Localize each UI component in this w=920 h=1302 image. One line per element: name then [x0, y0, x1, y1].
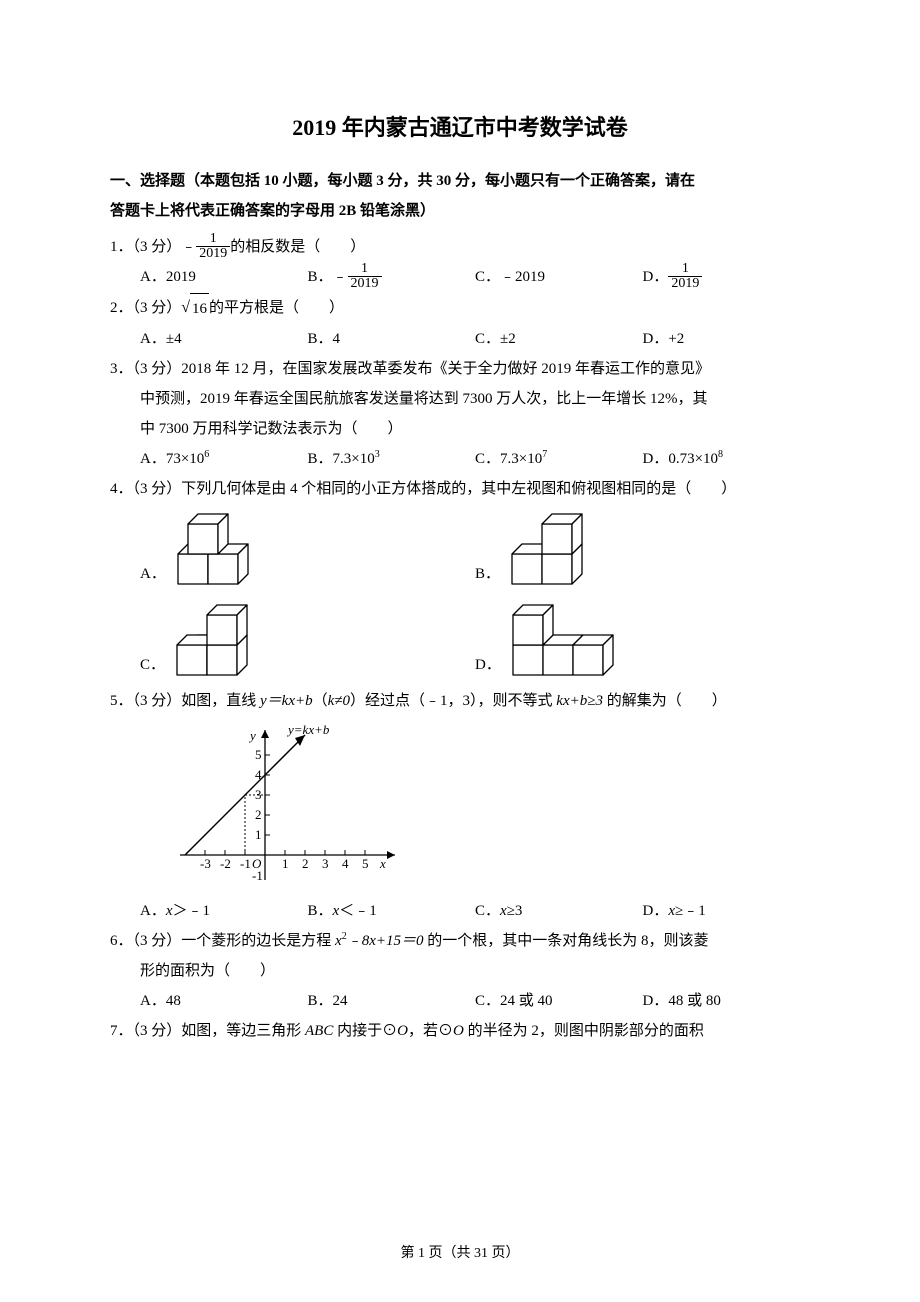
- svg-text:O: O: [252, 856, 262, 871]
- q3-l1: 3．（3 分）2018 年 12 月，在国家发展改革委发布《关于全力做好 201…: [110, 354, 810, 384]
- q1-opt-b: B．﹣12019: [308, 262, 476, 292]
- q6-opt-d: D．48 或 80: [643, 986, 811, 1016]
- q5-graph: -3 -2 -1 1 2 3 4 5 -1 1 2 3 4 5 O x: [110, 720, 810, 890]
- q1-opt-c: C．﹣2019: [475, 262, 643, 292]
- svg-text:2: 2: [302, 856, 309, 871]
- q4-stem: 4．（3 分）下列几何体是由 4 个相同的小正方体搭成的，其中左视图和俯视图相同…: [110, 474, 810, 504]
- q4-fig-a: A．: [140, 504, 475, 589]
- q7-l1: 7．（3 分）如图，等边三角形 ABC 内接于⊙O，若⊙O 的半径为 2，则图中…: [110, 1016, 810, 1046]
- q5-opt-c: C．x≥3: [475, 896, 643, 926]
- q3-options: A．73×106 B．7.3×103 C．7.3×107 D．0.73×108: [110, 444, 810, 474]
- svg-text:4: 4: [342, 856, 349, 871]
- q1-stem: 1．（3 分）﹣12019的相反数是（ ）: [110, 232, 810, 262]
- svg-text:y: y: [248, 728, 256, 743]
- page-title: 2019 年内蒙古通辽市中考数学试卷: [110, 110, 810, 142]
- question-6: 6．（3 分）一个菱形的边长是方程 x2﹣8x+15＝0 的一个根，其中一条对角…: [110, 926, 810, 1016]
- q3-opt-d: D．0.73×108: [643, 444, 811, 474]
- cube-a-icon: [170, 504, 270, 589]
- question-2: 2．（3 分）16的平方根是（ ） A．±4 B．4 C．±2 D．+2: [110, 292, 810, 354]
- svg-text:-2: -2: [220, 856, 231, 871]
- q4-fig-d: D．: [475, 595, 810, 680]
- q6-opt-c: C．24 或 40: [475, 986, 643, 1016]
- q2-opt-a: A．±4: [140, 324, 308, 354]
- q4-figures: A．: [110, 504, 810, 686]
- q1-opt-d: D．12019: [643, 262, 811, 292]
- page-footer: 第 1 页（共 31 页）: [0, 1242, 920, 1262]
- svg-text:y=kx+b: y=kx+b: [286, 722, 330, 737]
- q3-l2: 中预测，2019 年春运全国民航旅客发送量将达到 7300 万人次，比上一年增长…: [110, 384, 810, 414]
- q2-options: A．±4 B．4 C．±2 D．+2: [110, 324, 810, 354]
- q4-fig-c: C．: [140, 595, 475, 680]
- section-head-l1: 一、选择题（本题包括 10 小题，每小题 3 分，共 30 分，每小题只有一个正…: [110, 173, 695, 189]
- svg-text:5: 5: [362, 856, 369, 871]
- cube-c-icon: [169, 595, 269, 680]
- q5-options: A．x＞﹣1 B．x＜﹣1 C．x≥3 D．x≥﹣1: [110, 896, 810, 926]
- svg-text:1: 1: [255, 827, 262, 842]
- q6-options: A．48 B．24 C．24 或 40 D．48 或 80: [110, 986, 810, 1016]
- question-4: 4．（3 分）下列几何体是由 4 个相同的小正方体搭成的，其中左视图和俯视图相同…: [110, 474, 810, 686]
- sqrt-icon: 16: [181, 292, 209, 324]
- line-graph-icon: -3 -2 -1 1 2 3 4 5 -1 1 2 3 4 5 O x: [170, 720, 410, 890]
- q6-opt-b: B．24: [308, 986, 476, 1016]
- q3-opt-b: B．7.3×103: [308, 444, 476, 474]
- svg-text:5: 5: [255, 747, 262, 762]
- svg-text:x: x: [379, 856, 386, 871]
- svg-text:1: 1: [282, 856, 289, 871]
- q1-options: A．2019 B．﹣12019 C．﹣2019 D．12019: [110, 262, 810, 292]
- q5-opt-a: A．x＞﹣1: [140, 896, 308, 926]
- q3-opt-c: C．7.3×107: [475, 444, 643, 474]
- q2-stem: 2．（3 分）16的平方根是（ ）: [110, 292, 810, 324]
- q2-opt-b: B．4: [308, 324, 476, 354]
- q1-pre: 1．（3 分）﹣: [110, 239, 196, 255]
- q1-post: 的相反数是（ ）: [230, 239, 365, 255]
- q6-l1: 6．（3 分）一个菱形的边长是方程 x2﹣8x+15＝0 的一个根，其中一条对角…: [110, 926, 810, 956]
- q3-opt-a: A．73×106: [140, 444, 308, 474]
- q6-l2: 形的面积为（ ）: [110, 956, 810, 986]
- q6-opt-a: A．48: [140, 986, 308, 1016]
- exam-page: 2019 年内蒙古通辽市中考数学试卷 一、选择题（本题包括 10 小题，每小题 …: [0, 0, 920, 1302]
- cube-b-icon: [504, 504, 604, 589]
- q2-opt-c: C．±2: [475, 324, 643, 354]
- q2-opt-d: D．+2: [643, 324, 811, 354]
- svg-text:3: 3: [322, 856, 329, 871]
- question-3: 3．（3 分）2018 年 12 月，在国家发展改革委发布《关于全力做好 201…: [110, 354, 810, 474]
- question-1: 1．（3 分）﹣12019的相反数是（ ） A．2019 B．﹣12019 C．…: [110, 232, 810, 292]
- section-header: 一、选择题（本题包括 10 小题，每小题 3 分，共 30 分，每小题只有一个正…: [110, 166, 810, 226]
- q5-opt-d: D．x≥﹣1: [643, 896, 811, 926]
- q4-fig-b: B．: [475, 504, 810, 589]
- q5-opt-b: B．x＜﹣1: [308, 896, 476, 926]
- question-7: 7．（3 分）如图，等边三角形 ABC 内接于⊙O，若⊙O 的半径为 2，则图中…: [110, 1016, 810, 1046]
- q1-opt-a: A．2019: [140, 262, 308, 292]
- cube-d-icon: [505, 595, 615, 680]
- q1-frac: 12019: [196, 232, 230, 261]
- svg-text:-3: -3: [200, 856, 211, 871]
- section-head-l2: 答题卡上将代表正确答案的字母用 2B 铅笔涂黑）: [110, 203, 435, 219]
- q3-l3: 中 7300 万用科学记数法表示为（ ）: [110, 414, 810, 444]
- question-5: 5．（3 分）如图，直线 y＝kx+b（k≠0）经过点（﹣1，3），则不等式 k…: [110, 686, 810, 926]
- q5-stem: 5．（3 分）如图，直线 y＝kx+b（k≠0）经过点（﹣1，3），则不等式 k…: [110, 686, 810, 716]
- svg-text:2: 2: [255, 807, 262, 822]
- svg-text:-1: -1: [240, 856, 251, 871]
